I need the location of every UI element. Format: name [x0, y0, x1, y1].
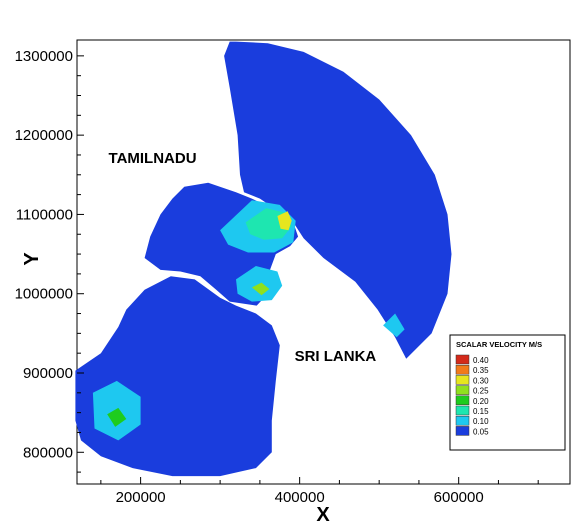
legend-label: 0.30 — [473, 376, 489, 385]
x-axis-ticks: 200000 400000 600000 — [100, 477, 539, 506]
region-southwest-peak — [107, 407, 127, 427]
x-tick-label: 400000 — [275, 489, 325, 506]
y-axis-label: Y — [21, 252, 43, 266]
legend-items: 0.400.350.30 0.250.200.150.100.05 — [455, 354, 489, 436]
annotation-label: TAMILNADU — [109, 150, 197, 167]
map-annotations: TAMILNADU SRI LANKA — [109, 150, 377, 365]
y-tick-label: 1000000 — [15, 286, 73, 303]
y-tick-label: 800000 — [23, 444, 73, 461]
y-tick-label: 1300000 — [15, 48, 73, 65]
legend-swatch — [455, 364, 470, 375]
legend-swatch — [455, 375, 470, 385]
velocity-field — [75, 41, 452, 477]
legend-swatch — [455, 415, 470, 426]
legend-title: SCALAR VELOCITY M/S — [456, 340, 542, 349]
annotation-label: SRI LANKA — [295, 348, 377, 365]
legend-swatch — [455, 385, 470, 395]
x-tick-label: 200000 — [116, 489, 166, 506]
legend-label: 0.15 — [473, 407, 489, 416]
region-northeast-sea — [224, 41, 452, 359]
region-east-coast-cyan — [383, 313, 405, 338]
legend-label: 0.05 — [473, 427, 489, 436]
legend-swatch — [455, 354, 470, 365]
legend-label: 0.40 — [473, 356, 489, 365]
y-tick-label: 900000 — [23, 365, 73, 382]
x-axis-label: X — [316, 504, 330, 526]
region-palk-bay-peak — [277, 211, 292, 231]
region-mannar-cyan — [236, 266, 283, 302]
legend: SCALAR VELOCITY M/S 0.400.350.30 0.250.20… — [449, 334, 566, 451]
legend-label: 0.20 — [473, 397, 489, 406]
legend-swatch — [455, 426, 470, 436]
region-mannar-peak — [251, 282, 270, 296]
legend-label: 0.10 — [473, 417, 489, 426]
y-tick-label: 1200000 — [15, 127, 73, 144]
legend-swatch — [455, 405, 470, 416]
x-tick-label: 600000 — [434, 489, 484, 506]
legend-swatch — [455, 395, 470, 406]
y-axis-ticks: 800000 900000 1000000 1100000 1200000 1300000 — [15, 48, 84, 473]
y-tick-label: 1100000 — [16, 206, 73, 223]
legend-label: 0.35 — [473, 366, 489, 375]
legend-label: 0.25 — [473, 387, 489, 396]
